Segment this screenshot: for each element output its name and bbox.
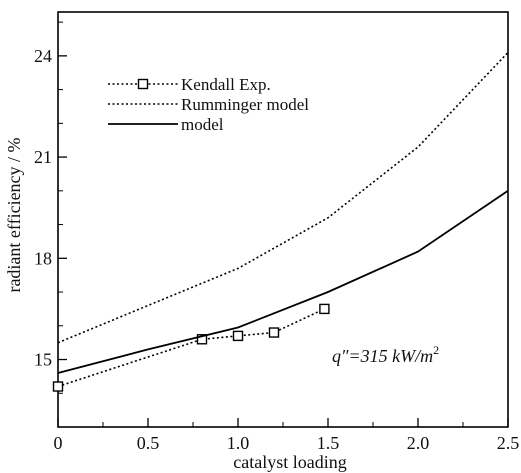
legend-item: model [108, 115, 224, 134]
y-tick-label: 21 [34, 147, 52, 167]
x-axis-label: catalyst loading [233, 452, 346, 472]
x-tick-label: 1.5 [317, 433, 340, 453]
y-axis-label: radiant efficiency / % [4, 137, 24, 292]
y-tick-label: 24 [34, 46, 52, 66]
legend-marker [137, 78, 149, 90]
data-point-marker [319, 303, 330, 315]
legend-label: Rumminger model [181, 95, 309, 114]
series-layer [52, 51, 509, 392]
legend-label: model [181, 115, 224, 134]
data-point-marker [232, 330, 244, 342]
x-tick-label: 2.0 [407, 433, 430, 453]
x-axis-ticks: 0 0.5 1.0 1.5 2.0 2.5 [54, 418, 520, 453]
legend-item: Kendall Exp. [108, 75, 271, 94]
data-point-marker [196, 334, 208, 345]
plot-border [57, 11, 509, 428]
y-tick-label: 15 [34, 350, 52, 370]
y-tick-label: 18 [34, 248, 52, 268]
plot-frame [57, 11, 509, 428]
legend-item: Rumminger model [108, 95, 309, 114]
data-point-marker [52, 381, 64, 392]
y-axis-ticks: 15 18 21 24 [34, 21, 67, 428]
series-2 [57, 51, 509, 344]
series-line [57, 308, 325, 388]
heat-flux-annotation: q″=315 kW/m2 [332, 343, 439, 366]
annotation-superscript: 2 [433, 343, 439, 357]
data-point-marker [268, 327, 280, 338]
x-tick-label: 0 [54, 433, 63, 453]
annotation-main: q″=315 kW/m [332, 346, 433, 366]
series-3 [57, 190, 509, 374]
series-1 [52, 303, 330, 392]
x-tick-label: 2.5 [497, 433, 520, 453]
legend-label: Kendall Exp. [181, 75, 271, 94]
x-tick-label: 1.0 [227, 433, 250, 453]
x-tick-label: 0.5 [137, 433, 160, 453]
series-line [57, 190, 509, 374]
series-line [57, 51, 509, 344]
